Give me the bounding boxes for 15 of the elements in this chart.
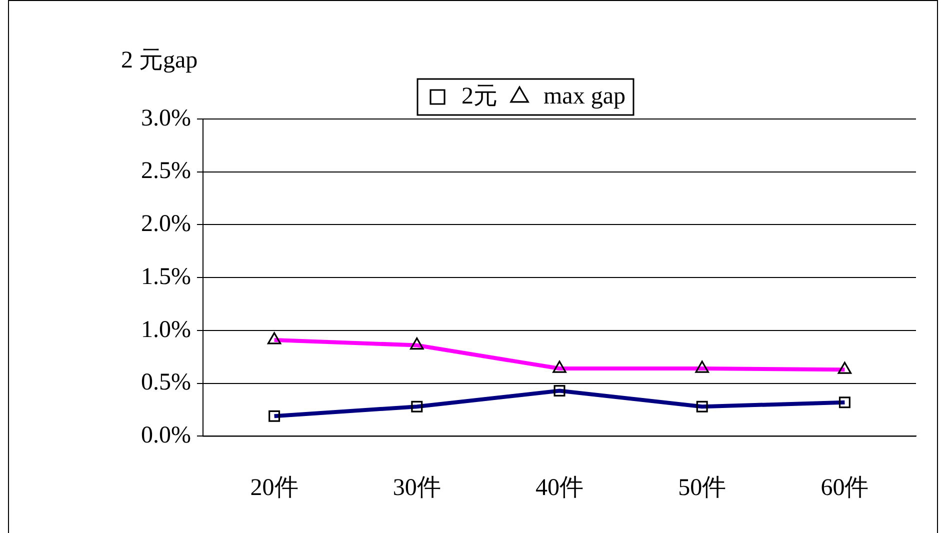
y-tick-label: 0.0% <box>140 422 191 448</box>
x-tick-label: 50件 <box>678 474 726 501</box>
y-tick-label: 3.0% <box>140 105 191 132</box>
x-tick-label: 40件 <box>535 474 584 501</box>
x-tick-label: 30件 <box>392 474 441 501</box>
legend-label: 2元 <box>462 83 498 110</box>
y-axis-title: 2 元gap <box>121 47 198 74</box>
y-tick-label: 2.5% <box>140 158 191 184</box>
x-tick-label: 60件 <box>820 474 869 501</box>
y-tick-label: 1.0% <box>140 316 191 343</box>
legend-label: max gap <box>544 83 626 110</box>
y-tick-label: 1.5% <box>140 264 191 290</box>
y-tick-label: 2.0% <box>140 211 191 238</box>
x-tick-label: 20件 <box>250 474 298 501</box>
y-tick-label: 0.5% <box>140 370 191 396</box>
